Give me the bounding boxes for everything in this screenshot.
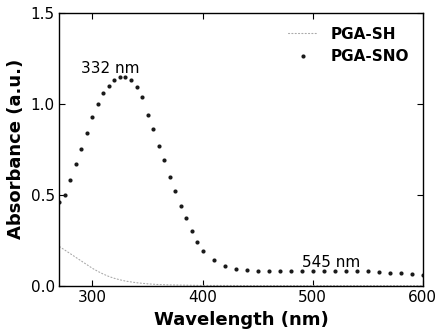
PGA-SNO bbox=[106, 84, 111, 88]
PGA-SNO bbox=[409, 272, 414, 276]
PGA-SNO bbox=[387, 271, 392, 275]
PGA-SH bbox=[200, 284, 205, 288]
PGA-SH bbox=[68, 252, 73, 256]
X-axis label: Wavelength (nm): Wavelength (nm) bbox=[154, 311, 329, 329]
Legend: PGA-SH, PGA-SNO: PGA-SH, PGA-SNO bbox=[281, 20, 415, 71]
PGA-SNO bbox=[222, 264, 227, 268]
PGA-SH bbox=[145, 282, 150, 286]
PGA-SNO bbox=[321, 269, 326, 273]
PGA-SH bbox=[365, 284, 370, 288]
PGA-SH bbox=[420, 284, 425, 288]
PGA-SNO bbox=[233, 267, 238, 271]
PGA-SH bbox=[156, 283, 161, 287]
PGA-SNO bbox=[211, 258, 216, 262]
PGA-SNO bbox=[354, 269, 359, 273]
PGA-SH bbox=[106, 275, 111, 279]
PGA-SH bbox=[112, 276, 117, 280]
PGA-SH bbox=[178, 283, 183, 287]
PGA-SNO bbox=[200, 249, 205, 253]
PGA-SNO bbox=[255, 269, 260, 273]
PGA-SH bbox=[117, 278, 123, 282]
Line: PGA-SH: PGA-SH bbox=[59, 247, 423, 286]
Line: PGA-SNO: PGA-SNO bbox=[57, 75, 424, 277]
PGA-SNO bbox=[332, 269, 337, 273]
PGA-SNO bbox=[101, 91, 106, 95]
PGA-SH bbox=[123, 279, 128, 283]
PGA-SNO bbox=[420, 273, 425, 277]
PGA-SNO bbox=[398, 271, 403, 275]
PGA-SNO bbox=[365, 269, 370, 273]
PGA-SNO bbox=[178, 204, 183, 208]
PGA-SNO bbox=[151, 127, 156, 131]
PGA-SNO bbox=[79, 147, 84, 151]
PGA-SH bbox=[101, 272, 106, 276]
PGA-SNO bbox=[277, 269, 282, 273]
PGA-SNO bbox=[90, 115, 95, 119]
PGA-SNO bbox=[376, 270, 381, 274]
PGA-SNO bbox=[139, 94, 145, 98]
PGA-SNO bbox=[244, 268, 249, 272]
PGA-SH bbox=[90, 266, 95, 270]
PGA-SNO bbox=[68, 178, 73, 182]
PGA-SH bbox=[255, 284, 260, 288]
PGA-SH bbox=[79, 259, 84, 263]
PGA-SH bbox=[84, 263, 90, 267]
PGA-SH bbox=[134, 281, 139, 285]
PGA-SH bbox=[189, 283, 194, 287]
PGA-SH bbox=[310, 284, 315, 288]
PGA-SNO bbox=[156, 143, 161, 148]
PGA-SNO bbox=[95, 102, 101, 106]
Text: 332 nm: 332 nm bbox=[82, 61, 140, 76]
PGA-SNO bbox=[112, 78, 117, 82]
PGA-SNO bbox=[123, 75, 128, 79]
PGA-SNO bbox=[266, 269, 271, 273]
PGA-SNO bbox=[145, 113, 150, 117]
PGA-SNO bbox=[310, 269, 315, 273]
PGA-SNO bbox=[73, 162, 79, 166]
PGA-SNO bbox=[183, 216, 189, 220]
PGA-SNO bbox=[84, 131, 90, 135]
PGA-SNO bbox=[134, 85, 139, 89]
PGA-SH bbox=[62, 248, 67, 252]
PGA-SNO bbox=[161, 158, 166, 162]
PGA-SNO bbox=[299, 269, 304, 273]
PGA-SNO bbox=[189, 229, 194, 233]
PGA-SH bbox=[167, 283, 172, 287]
PGA-SNO bbox=[167, 174, 172, 178]
PGA-SH bbox=[57, 245, 62, 249]
PGA-SNO bbox=[194, 240, 200, 244]
PGA-SNO bbox=[62, 193, 67, 197]
Y-axis label: Absorbance (a.u.): Absorbance (a.u.) bbox=[7, 59, 25, 240]
PGA-SNO bbox=[343, 269, 348, 273]
Text: 545 nm: 545 nm bbox=[301, 255, 360, 270]
PGA-SH bbox=[95, 269, 101, 274]
PGA-SNO bbox=[57, 200, 62, 204]
PGA-SNO bbox=[172, 189, 178, 193]
PGA-SNO bbox=[288, 269, 293, 273]
PGA-SH bbox=[222, 284, 227, 288]
PGA-SH bbox=[73, 255, 79, 259]
PGA-SNO bbox=[128, 78, 134, 82]
PGA-SNO bbox=[117, 75, 123, 79]
